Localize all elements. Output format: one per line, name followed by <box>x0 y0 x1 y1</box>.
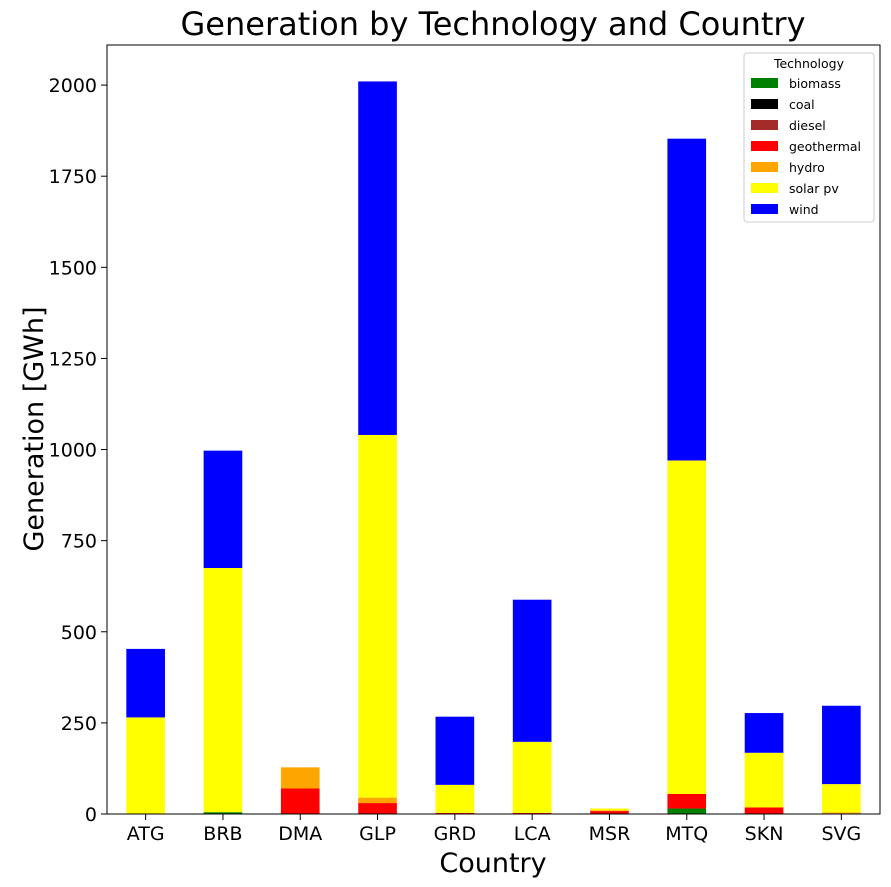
x-tick-label: MSR <box>589 823 631 845</box>
x-tick-label: SKN <box>745 823 784 845</box>
legend-swatch <box>751 141 778 151</box>
y-tick-label: 1750 <box>49 166 97 188</box>
legend-title: Technology <box>773 56 845 71</box>
y-tick-label: 250 <box>61 713 97 735</box>
bars-layer <box>126 81 861 814</box>
x-tick-label: BRB <box>203 823 242 845</box>
legend-label: diesel <box>789 118 826 133</box>
bar-segment-skn-wind <box>744 713 784 753</box>
x-tick-label: ATG <box>127 823 165 845</box>
bar-segment-mtq-wind <box>667 138 707 461</box>
legend-label: wind <box>789 202 819 217</box>
bar-segment-msr-geothermal <box>590 811 629 814</box>
legend-swatch <box>751 162 778 172</box>
y-tick-label: 1250 <box>49 348 97 370</box>
legend-label: coal <box>789 97 815 112</box>
y-axis-label: Generation [GWh] <box>19 306 50 551</box>
legend-swatch <box>751 120 778 130</box>
legend-label: hydro <box>789 160 825 175</box>
x-tick-label: GRD <box>434 823 477 845</box>
bar-segment-mtq-geothermal <box>667 793 707 809</box>
legend-swatch <box>751 183 778 193</box>
bar-segment-dma-geothermal <box>280 788 320 814</box>
y-tick-label: 1500 <box>49 257 97 279</box>
bar-segment-glp-solar-pv <box>358 434 397 798</box>
bar-segment-mtq-solar-pv <box>667 460 707 794</box>
legend-label: geothermal <box>789 139 861 154</box>
legend-box <box>743 52 875 223</box>
bar-segment-grd-geothermal <box>435 812 475 814</box>
bar-segment-atg-wind <box>126 648 165 718</box>
bar-segment-glp-wind <box>358 81 397 435</box>
bar-segment-brb-wind <box>203 450 243 568</box>
bar-segment-skn-geothermal <box>744 807 784 814</box>
y-tick-label: 500 <box>61 622 97 644</box>
bar-segment-skn-solar-pv <box>744 752 784 808</box>
bar-segment-svg-wind <box>822 705 861 785</box>
bar-segment-brb-biomass <box>203 812 243 814</box>
bar-segment-brb-solar-pv <box>203 567 243 813</box>
bar-segment-dma-hydro <box>280 767 320 789</box>
y-tick-label: 2000 <box>49 75 97 97</box>
y-axis: 0 250 500 750 1000 1250 1500 1750 2000 <box>49 75 107 826</box>
bar-segment-glp-hydro <box>358 797 397 804</box>
y-tick-label: 750 <box>61 531 97 553</box>
legend-swatch <box>751 99 778 109</box>
bar-segment-grd-wind <box>435 716 475 785</box>
bar-segment-grd-solar-pv <box>435 784 475 813</box>
bar-segment-atg-solar-pv <box>126 717 165 814</box>
x-axis: ATG BRB DMA GLP GRD LCA MSR MTQ SKN SVG <box>127 814 861 845</box>
legend-swatch <box>751 204 778 214</box>
x-axis-label: Country <box>439 848 546 879</box>
legend-swatch <box>751 78 778 88</box>
x-tick-label: LCA <box>514 823 551 845</box>
y-tick-label: 1000 <box>49 440 97 462</box>
bar-segment-msr-hydro <box>590 810 629 812</box>
chart-title: Generation by Technology and Country <box>180 5 805 43</box>
bar-segment-lca-wind <box>512 599 552 742</box>
bar-segment-svg-solar-pv <box>822 784 861 813</box>
bar-segment-lca-geothermal <box>512 812 552 814</box>
x-tick-label: SVG <box>821 823 861 845</box>
plot-area-frame <box>106 44 881 815</box>
bar-segment-lca-solar-pv <box>512 741 552 813</box>
bar-segment-msr-solar-pv <box>590 808 629 811</box>
x-tick-label: GLP <box>359 823 396 845</box>
x-tick-label: MTQ <box>665 823 708 845</box>
legend-label: solar pv <box>789 181 839 196</box>
legend-label: biomass <box>789 76 841 91</box>
x-tick-label: DMA <box>278 823 322 845</box>
bar-segment-svg-hydro <box>822 812 861 814</box>
bar-segment-mtq-biomass <box>667 808 707 814</box>
legend-items: biomass coal diesel geothermal hydro solar pv… <box>751 76 861 217</box>
y-tick-label: 0 <box>85 804 97 826</box>
bar-segment-glp-geothermal <box>358 803 397 814</box>
legend: Technology biomass coal diesel geothermal hy… <box>743 52 875 223</box>
